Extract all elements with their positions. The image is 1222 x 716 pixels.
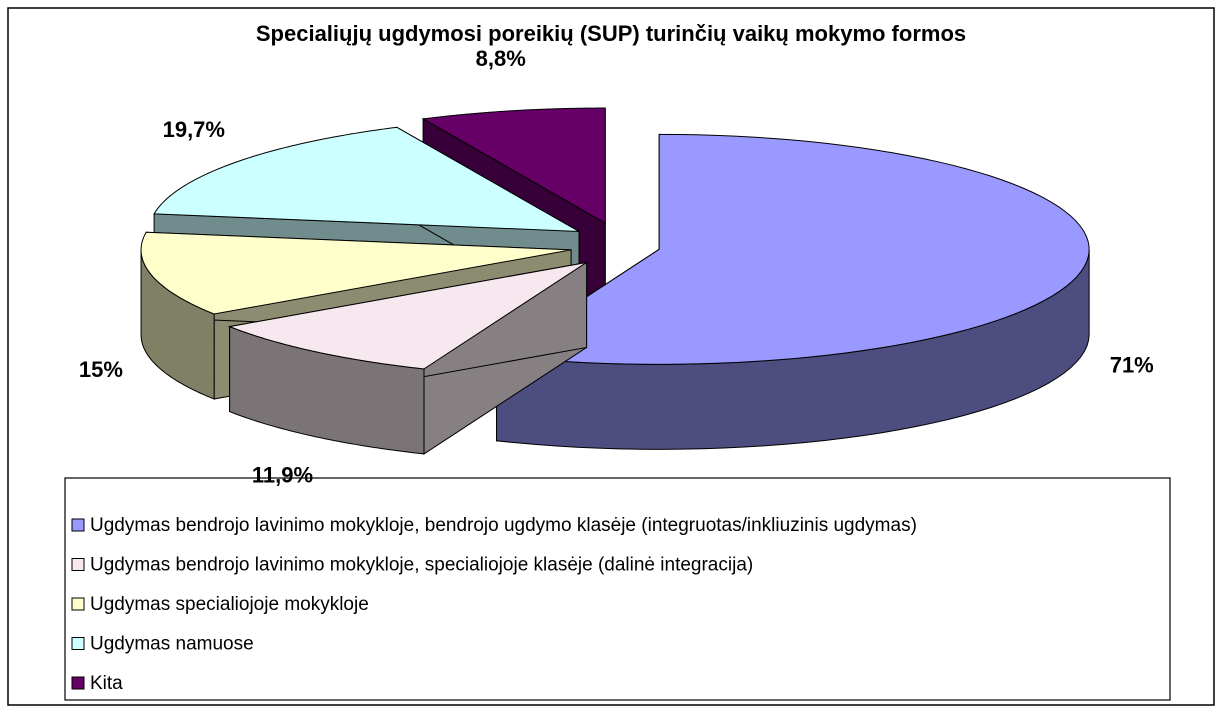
legend-label: Ugdymas specialiojoje mokykloje — [90, 594, 369, 615]
legend-swatch — [71, 676, 85, 690]
legend-swatch — [71, 518, 85, 532]
data-label: 11,9% — [252, 463, 313, 488]
slice-top — [495, 133, 1090, 365]
slice — [227, 261, 588, 455]
slice-top — [153, 126, 580, 232]
pie — [140, 107, 1090, 455]
slice-top — [140, 231, 572, 315]
slice-top — [421, 107, 606, 224]
legend-label: Ugdymas bendrojo lavinimo mokykloje, ben… — [90, 515, 917, 536]
data-label: 19,7% — [163, 117, 225, 142]
legend-label: Ugdymas namuose — [90, 634, 254, 655]
data-label: 8,8% — [476, 46, 526, 71]
slice-top — [227, 261, 587, 370]
chart-title: Specialiųjų ugdymosi poreikių (SUP) turi… — [256, 21, 966, 46]
legend-swatch — [71, 597, 85, 611]
data-label: 15% — [79, 357, 123, 382]
legend-label: Ugdymas bendrojo lavinimo mokykloje, spe… — [90, 555, 753, 576]
legend-box — [64, 477, 1171, 701]
legend-swatch — [71, 558, 85, 571]
legend-swatch — [71, 637, 85, 650]
data-label: 71% — [1110, 352, 1154, 377]
legend-label: Kita — [90, 673, 123, 694]
